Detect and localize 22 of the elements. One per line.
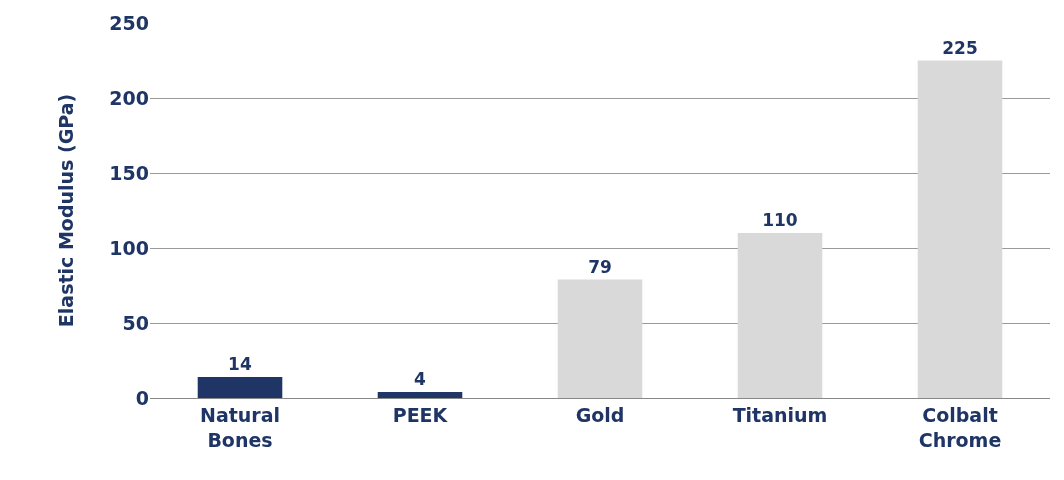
data-label: 4 (414, 369, 426, 389)
x-tick-label: PEEK (392, 403, 449, 426)
bar (917, 60, 1003, 398)
y-tick-label: 150 (109, 161, 149, 184)
x-tick-label: Natural Bones (199, 403, 281, 451)
data-label: 14 (228, 354, 252, 374)
data-label: 79 (588, 256, 612, 277)
y-axis-title: Elastic Modulus (GPa) (55, 93, 78, 328)
x-tick-label: Titanium (732, 403, 828, 426)
y-tick-label: 100 (109, 236, 149, 259)
y-tick-label: 50 (122, 311, 149, 334)
data-label: 225 (942, 37, 978, 58)
data-label: 110 (762, 210, 798, 230)
bar (737, 233, 823, 398)
x-tick-label: Gold (575, 403, 625, 426)
bar (377, 392, 463, 398)
bar (197, 377, 283, 398)
bar (557, 279, 643, 398)
x-tick-label: Colbalt Chrome (918, 403, 1002, 451)
y-tick-label: 0 (135, 386, 149, 409)
y-tick-label: 250 (109, 11, 149, 34)
y-tick-label: 200 (109, 86, 149, 109)
